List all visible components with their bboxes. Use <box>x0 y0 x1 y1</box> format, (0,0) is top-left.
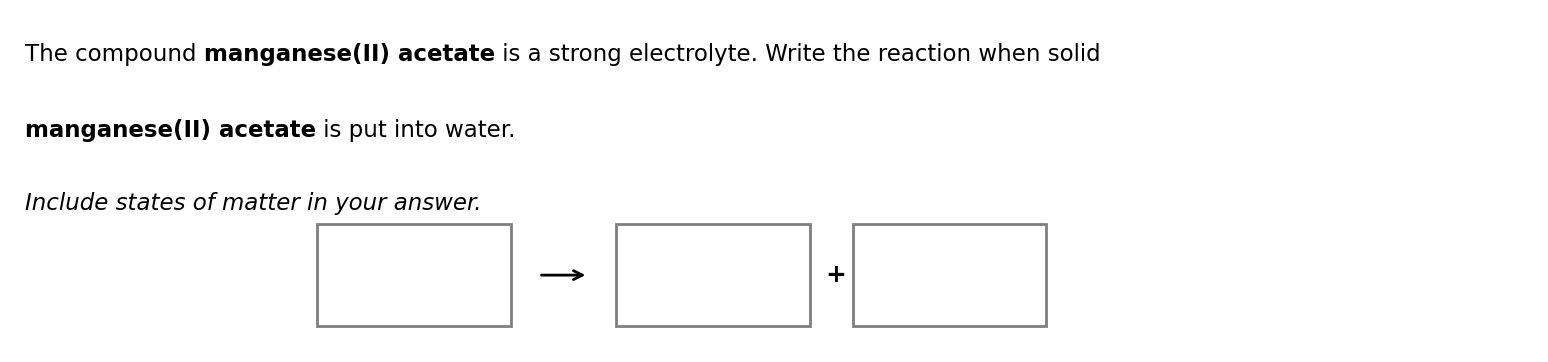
Text: Include states of matter in your answer.: Include states of matter in your answer. <box>25 192 481 215</box>
Text: manganese(II) acetate: manganese(II) acetate <box>25 119 316 143</box>
Text: is put into water.: is put into water. <box>316 119 515 143</box>
Text: +: + <box>825 263 845 287</box>
Text: The compound: The compound <box>25 43 203 67</box>
Bar <box>853 224 1046 326</box>
Text: is a strong electrolyte. Write the reaction when solid: is a strong electrolyte. Write the react… <box>495 43 1101 67</box>
Bar <box>317 224 511 326</box>
Bar <box>616 224 810 326</box>
Text: manganese(II) acetate: manganese(II) acetate <box>203 43 495 67</box>
